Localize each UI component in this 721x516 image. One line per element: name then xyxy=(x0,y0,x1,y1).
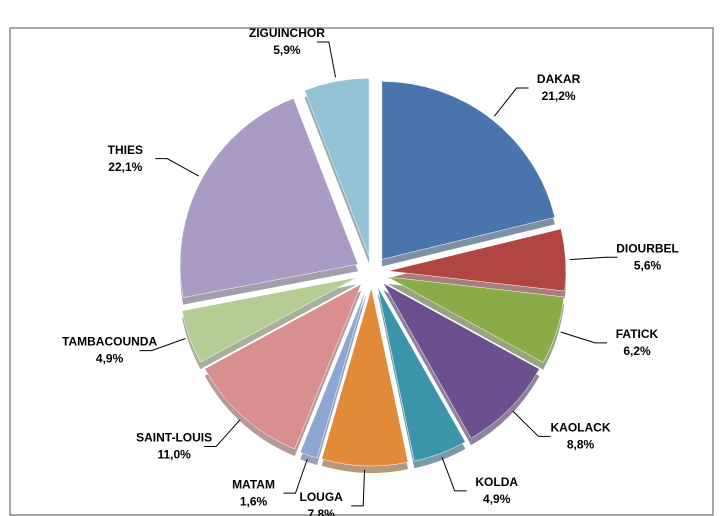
value-label: 7,8% xyxy=(308,507,336,516)
slice xyxy=(181,277,358,363)
leader-line xyxy=(560,331,607,344)
leader-line xyxy=(493,87,529,117)
slice-label: MATAM xyxy=(232,477,275,491)
value-label: 5,9% xyxy=(273,43,301,57)
slice-label: SAINT-LOUIS xyxy=(136,431,212,445)
slice xyxy=(387,228,567,292)
slice xyxy=(377,286,466,462)
slice xyxy=(179,98,359,298)
leader-line xyxy=(441,457,467,492)
slice-label: FATICK xyxy=(616,327,659,341)
leader-line xyxy=(316,41,337,78)
slice-label: DIOURBEL xyxy=(616,241,679,255)
leader-line xyxy=(283,458,308,494)
value-label: 1,6% xyxy=(240,494,268,508)
value-label: 6,2% xyxy=(623,344,651,358)
slice xyxy=(382,282,540,439)
value-label: 8,8% xyxy=(567,438,595,452)
leader-line xyxy=(204,419,241,448)
slice-label: THIES xyxy=(108,143,143,157)
value-label: 4,9% xyxy=(96,352,124,366)
value-label: 21,2% xyxy=(542,89,576,103)
slice xyxy=(381,81,556,260)
leader-line xyxy=(351,469,366,507)
slice-label: LOUGA xyxy=(300,490,344,504)
value-label: 4,9% xyxy=(483,492,511,506)
value-label: 11,0% xyxy=(157,448,191,462)
leader-line xyxy=(139,338,186,352)
slice-label: KOLDA xyxy=(475,475,518,489)
slice xyxy=(321,287,409,467)
slice-label: DAKAR xyxy=(537,72,581,86)
leader-line xyxy=(512,410,551,437)
value-label: 5,6% xyxy=(634,258,662,272)
slice xyxy=(204,283,362,450)
slice xyxy=(304,78,370,257)
leader-line xyxy=(569,256,618,261)
slice xyxy=(299,287,368,459)
value-label: 22,1% xyxy=(108,160,142,174)
slice-label: KAOLACK xyxy=(550,421,610,435)
slice-label: ZIGUINCHOR xyxy=(249,26,325,40)
slice-label: TAMBACOUNDA xyxy=(62,335,157,349)
slice xyxy=(387,276,565,363)
leader-line xyxy=(155,158,200,177)
